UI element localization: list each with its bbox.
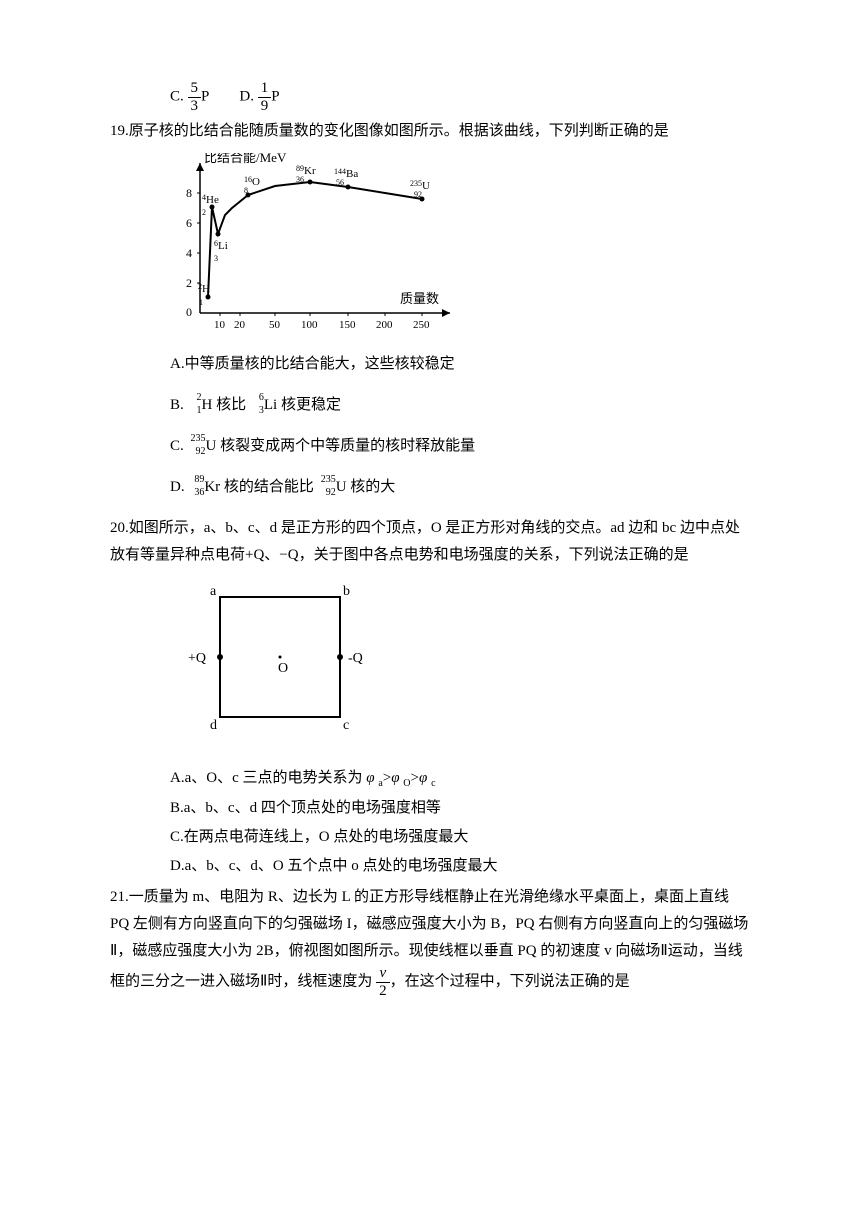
question-19-text: 原子核的比结合能随质量数的变化图像如图所示。根据该曲线，下列判断正确的是: [129, 123, 669, 139]
question-19: 19.原子核的比结合能随质量数的变化图像如图所示。根据该曲线，下列判断正确的是: [110, 118, 750, 145]
option-text: 核裂变成两个中等质量的核时释放能量: [216, 438, 475, 454]
question-21: 21.一质量为 m、电阻为 R、边长为 L 的正方形导线框静止在光滑绝缘水平桌面…: [110, 884, 750, 999]
svg-text:8: 8: [244, 186, 248, 195]
option-c-suffix: P: [201, 88, 209, 104]
option-text: 核比: [212, 397, 250, 413]
q20-diagram: a b c d O +Q -Q: [170, 577, 750, 757]
q20-option-d[interactable]: D.a、b、c、d、O 五个点中 o 点处的电场强度最大: [170, 853, 750, 880]
q19-options: A.中等质量核的比结合能大，这些核较稳定 B. 21H 核比 63Li 核更稳定…: [110, 351, 750, 501]
svg-text:6Li: 6Li: [214, 239, 228, 252]
svg-text:c: c: [343, 718, 349, 733]
svg-text:6: 6: [186, 216, 192, 230]
svg-text:2: 2: [186, 276, 192, 290]
fraction: 5 3: [188, 80, 202, 114]
svg-text:质量数: 质量数: [400, 291, 439, 306]
svg-text:1: 1: [199, 298, 203, 307]
numerator: 5: [188, 80, 202, 98]
svg-text:250: 250: [413, 319, 430, 331]
svg-text:a: a: [210, 584, 217, 599]
question-21-text2: ，在这个过程中，下列说法正确的是: [390, 973, 630, 989]
q19-option-a[interactable]: A.中等质量核的比结合能大，这些核较稳定: [170, 351, 750, 378]
svg-text:56: 56: [336, 178, 344, 187]
nuclide: 63Li: [250, 392, 277, 419]
numerator: v: [376, 965, 390, 983]
denominator: 3: [188, 98, 202, 115]
question-number: 19.: [110, 123, 129, 139]
option-text: 核更稳定: [277, 397, 341, 413]
nuclide: 8936Kr: [188, 474, 220, 501]
nuclide: 23592U: [188, 433, 217, 460]
q19-chart: 0 2 4 6 8 10 20 50 100 150 200 250 比结合能/…: [170, 153, 750, 343]
svg-text:d: d: [210, 718, 217, 733]
option-text: 核的结合能比: [220, 479, 318, 495]
svg-text:-Q: -Q: [348, 651, 363, 666]
q19-option-b[interactable]: B. 21H 核比 63Li 核更稳定: [170, 392, 750, 419]
nuclide: 21H: [188, 392, 213, 419]
denominator: 9: [258, 98, 272, 115]
q19-option-d[interactable]: D. 8936Kr 核的结合能比 23592U 核的大: [170, 474, 750, 501]
option-d[interactable]: D. 1 9 P: [239, 80, 279, 114]
svg-text:4: 4: [186, 246, 192, 260]
question-number: 21.: [110, 889, 129, 905]
svg-text:200: 200: [376, 319, 393, 331]
svg-text:8: 8: [186, 186, 192, 200]
option-c[interactable]: C. 5 3 P: [170, 80, 209, 114]
question-20: 20.如图所示，a、b、c、d 是正方形的四个顶点，O 是正方形对角线的交点。a…: [110, 515, 750, 569]
fraction: 1 9: [258, 80, 272, 114]
option-c-label: C.: [170, 88, 184, 104]
fraction: v 2: [376, 965, 390, 999]
option-d-label: D.: [239, 88, 254, 104]
svg-text:0: 0: [186, 305, 192, 319]
svg-text:20: 20: [234, 319, 246, 331]
svg-text:O: O: [278, 661, 288, 676]
option-text: a、b、c、d、O 五个点中 o 点处的电场强度最大: [185, 858, 498, 874]
svg-text:2: 2: [202, 208, 206, 217]
svg-text:比结合能/MeV: 比结合能/MeV: [204, 153, 287, 165]
svg-text:100: 100: [301, 319, 318, 331]
option-d-suffix: P: [271, 88, 279, 104]
denominator: 2: [376, 983, 390, 1000]
q20-option-c[interactable]: C.在两点电荷连线上，O 点处的电场强度最大: [170, 824, 750, 851]
q20-option-b[interactable]: B.a、b、c、d 四个顶点处的电场强度相等: [170, 795, 750, 822]
svg-text:10: 10: [214, 319, 226, 331]
q20-options: A.a、O、c 三点的电势关系为 φ a>φ O>φ c B.a、b、c、d 四…: [110, 765, 750, 880]
option-text: 核的大: [347, 479, 396, 495]
option-text: a、O、c 三点的电势关系为: [185, 770, 363, 786]
question-20-text: 如图所示，a、b、c、d 是正方形的四个顶点，O 是正方形对角线的交点。ad 边…: [110, 520, 740, 563]
svg-text:4He: 4He: [202, 193, 219, 206]
svg-text:92: 92: [414, 190, 422, 199]
option-text: 中等质量核的比结合能大，这些核较稳定: [185, 356, 455, 372]
prev-question-options: C. 5 3 P D. 1 9 P: [110, 80, 750, 114]
svg-text:50: 50: [269, 319, 281, 331]
numerator: 1: [258, 80, 272, 98]
svg-text:3: 3: [214, 254, 218, 263]
svg-text:150: 150: [339, 319, 356, 331]
nuclide: 23592U: [318, 474, 347, 501]
question-number: 20.: [110, 520, 129, 536]
q19-option-c[interactable]: C. 23592U 核裂变成两个中等质量的核时释放能量: [170, 433, 750, 460]
q20-option-a[interactable]: A.a、O、c 三点的电势关系为 φ a>φ O>φ c: [170, 765, 750, 793]
option-text: a、b、c、d 四个顶点处的电场强度相等: [184, 800, 441, 816]
option-text: 在两点电荷连线上，O 点处的电场强度最大: [184, 829, 469, 845]
svg-text:+Q: +Q: [188, 651, 206, 666]
svg-text:36: 36: [296, 175, 304, 184]
svg-text:b: b: [343, 584, 350, 599]
